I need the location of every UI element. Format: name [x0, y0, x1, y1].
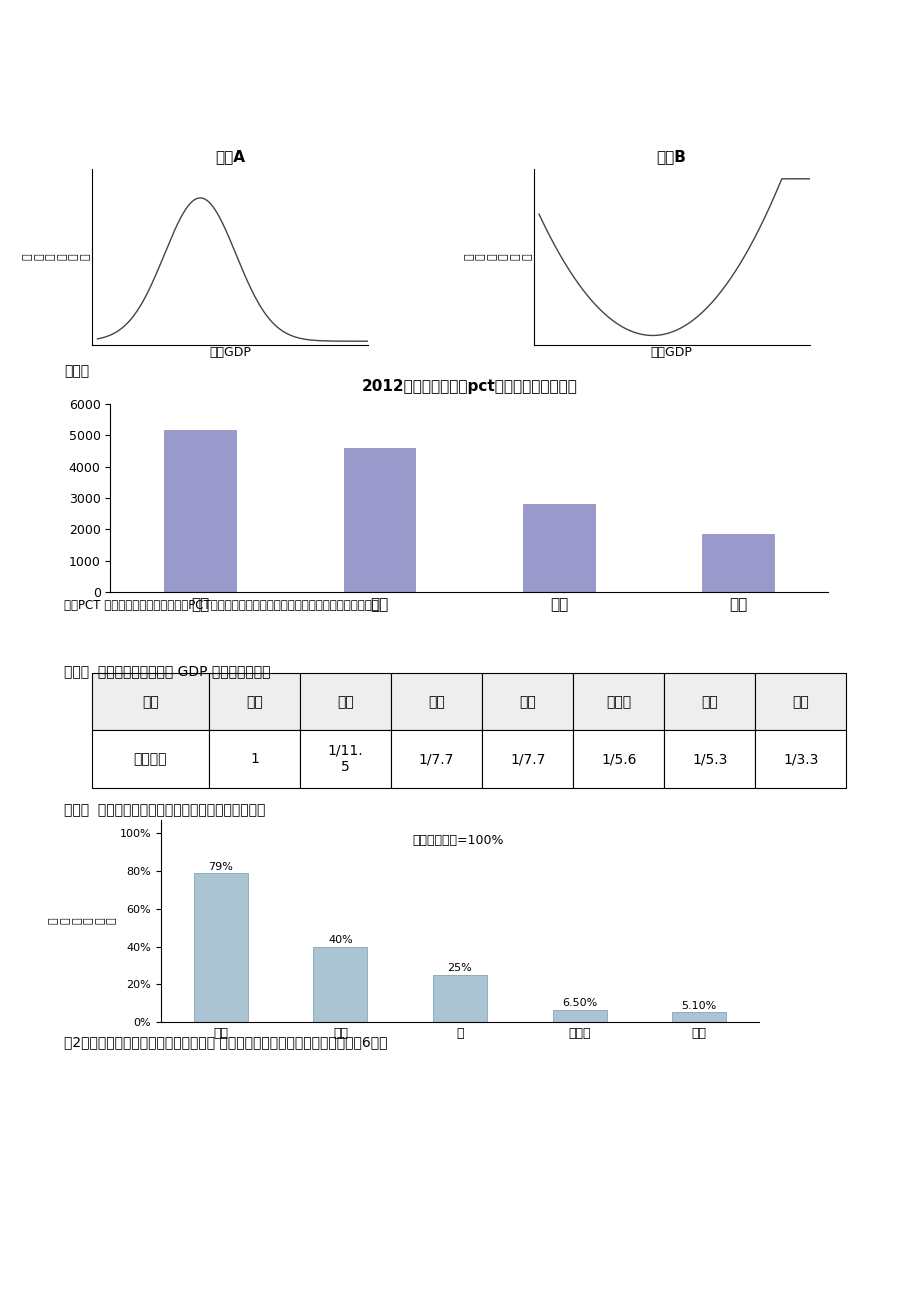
Text: 世界平均水平=100%: 世界平均水平=100%: [412, 835, 503, 848]
Bar: [523, 504, 595, 592]
Text: 6.50%: 6.50%: [562, 999, 596, 1008]
Bar: [672, 1013, 725, 1022]
Text: 表一：: 表一：: [64, 365, 89, 379]
Text: 40%: 40%: [328, 935, 352, 945]
Text: 注：PCT 专利数，即专利合作条约（PCT）缔约国的居民提出的受该条约保护的专利申请数量。: 注：PCT 专利数，即专利合作条约（PCT）缔约国的居民提出的受该条约保护的专利…: [64, 599, 379, 612]
Title: 曲线B: 曲线B: [656, 148, 686, 164]
Text: （2）请针对表一、二、三反映出的问题 谈谈应如何加快转变经济发展方式？（6分）: （2）请针对表一、二、三反映出的问题 谈谈应如何加快转变经济发展方式？（6分）: [64, 1035, 388, 1049]
Y-axis label: 环
境
污
染
程
度: 环 境 污 染 程 度: [23, 254, 90, 260]
Text: 25%: 25%: [448, 963, 471, 974]
Bar: [433, 975, 486, 1022]
Text: 表三：  中国人均资源占有量与世界人均占有量比较表: 表三： 中国人均资源占有量与世界人均占有量比较表: [64, 803, 266, 818]
Bar: [702, 534, 774, 592]
Text: 2012年中美日德四国pct专利数（单位：件）: 2012年中美日德四国pct专利数（单位：件）: [361, 379, 576, 395]
Y-axis label: 人
均
占
有
资
源: 人 均 占 有 资 源: [49, 918, 117, 924]
X-axis label: 人均GDP: 人均GDP: [650, 346, 692, 359]
X-axis label: 人均GDP: 人均GDP: [209, 346, 251, 359]
Text: 5.10%: 5.10%: [681, 1001, 716, 1010]
Y-axis label: 环
境
污
染
程
度: 环 境 污 染 程 度: [464, 254, 531, 260]
Bar: [164, 431, 235, 592]
Bar: [344, 448, 415, 592]
Bar: [552, 1010, 606, 1022]
Bar: [194, 874, 247, 1022]
Title: 曲线A: 曲线A: [215, 148, 244, 164]
Bar: [313, 947, 367, 1022]
Text: 表二：  中国与其他国家单位 GDP 能源消耗比较表: 表二： 中国与其他国家单位 GDP 能源消耗比较表: [64, 664, 270, 678]
Text: 79%: 79%: [208, 862, 233, 871]
